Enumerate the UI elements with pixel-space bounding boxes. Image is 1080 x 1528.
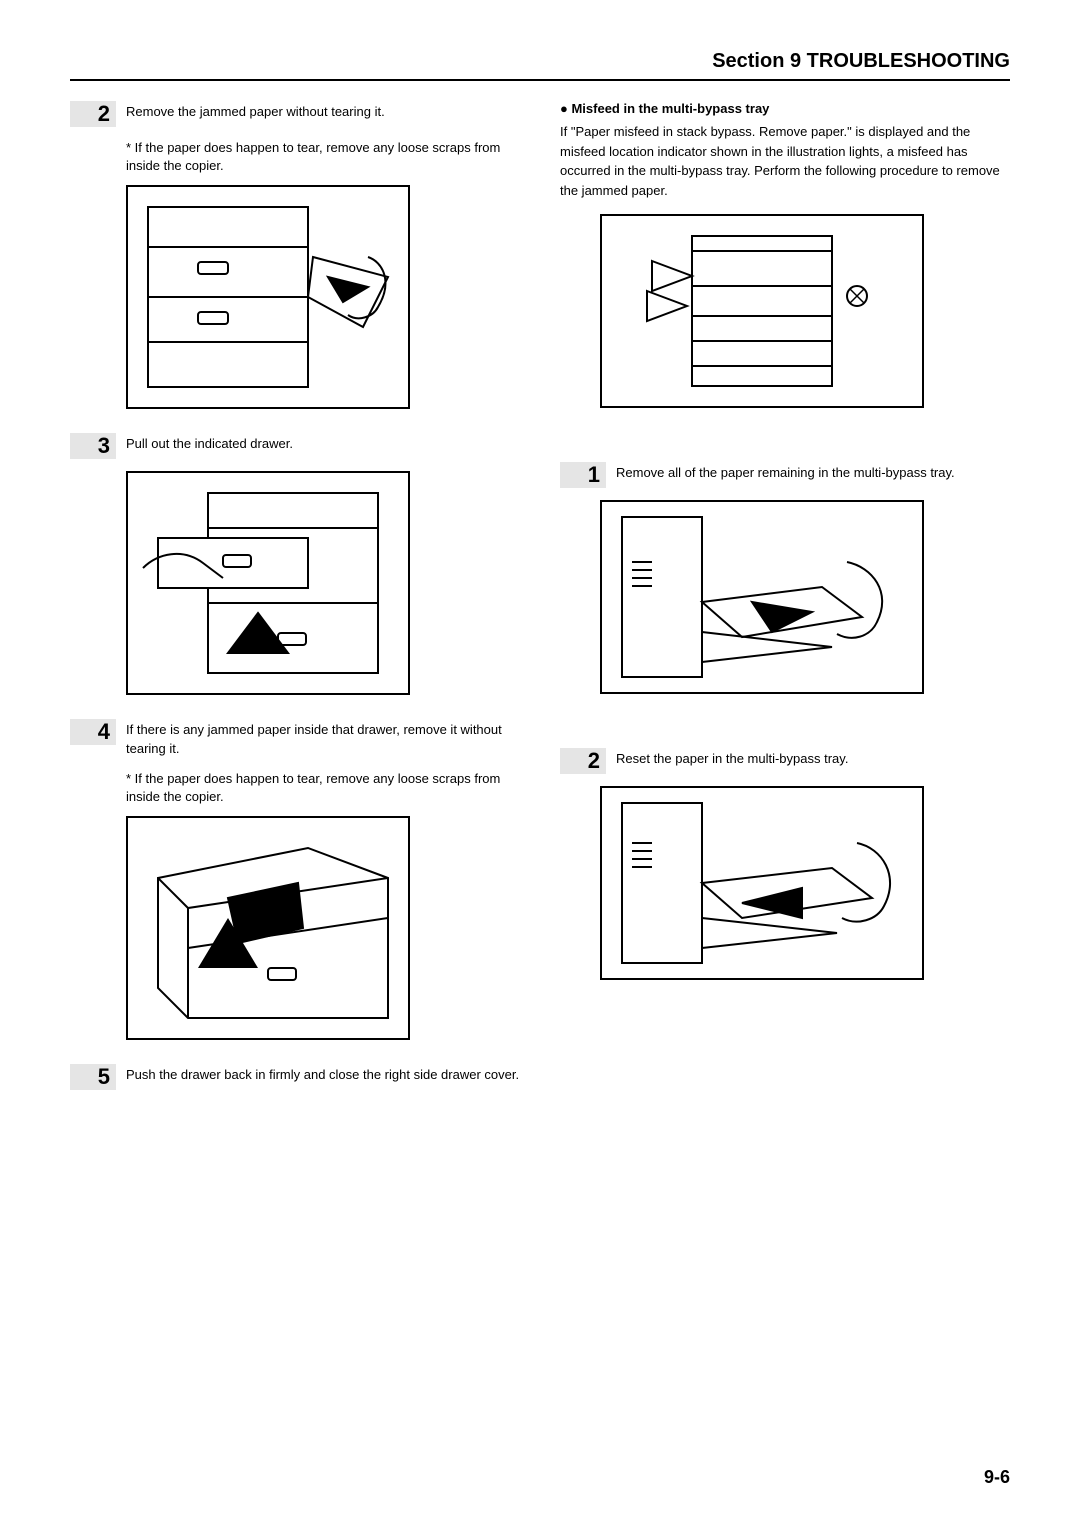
step-2: 2 Remove the jammed paper without tearin… xyxy=(70,101,520,127)
page-number: 9-6 xyxy=(984,1467,1010,1488)
step-number: 4 xyxy=(70,719,116,745)
right-step-1: 1 Remove all of the paper remaining in t… xyxy=(560,462,1010,488)
right-step-2: 2 Reset the paper in the multi-bypass tr… xyxy=(560,748,1010,774)
copier-diagram-icon xyxy=(128,187,408,407)
step-text: Remove all of the paper remaining in the… xyxy=(616,462,955,482)
step-2-note: * If the paper does happen to tear, remo… xyxy=(126,139,520,175)
right-column: Misfeed in the multi-bypass tray If "Pap… xyxy=(560,101,1010,1102)
step-number: 1 xyxy=(560,462,606,488)
left-column: 2 Remove the jammed paper without tearin… xyxy=(70,101,520,1102)
step-text: If there is any jammed paper inside that… xyxy=(126,719,520,757)
step-text: Pull out the indicated drawer. xyxy=(126,433,293,453)
illustration-step3 xyxy=(126,471,410,695)
page: Section 9 TROUBLESHOOTING 2 Remove the j… xyxy=(0,0,1080,1528)
step-number: 2 xyxy=(70,101,116,127)
bypass-reset-diagram-icon xyxy=(602,788,922,978)
step-text: Reset the paper in the multi-bypass tray… xyxy=(616,748,848,768)
section-header: Section 9 TROUBLESHOOTING xyxy=(70,50,1010,81)
step-number: 2 xyxy=(560,748,606,774)
copier-drawer-diagram-icon xyxy=(128,473,408,693)
step-4: 4 If there is any jammed paper inside th… xyxy=(70,719,520,757)
step-3: 3 Pull out the indicated drawer. xyxy=(70,433,520,459)
step-number: 3 xyxy=(70,433,116,459)
illustration-reset-paper xyxy=(600,786,924,980)
step-number: 5 xyxy=(70,1064,116,1090)
copier-location-diagram-icon xyxy=(602,216,922,406)
step-4-note: * If the paper does happen to tear, remo… xyxy=(126,770,520,806)
bypass-remove-diagram-icon xyxy=(602,502,922,692)
step-text: Push the drawer back in firmly and close… xyxy=(126,1064,519,1084)
misfeed-heading: Misfeed in the multi-bypass tray xyxy=(560,101,1010,116)
copier-jam-diagram-icon xyxy=(128,818,408,1038)
content-columns: 2 Remove the jammed paper without tearin… xyxy=(70,101,1010,1102)
misfeed-intro: If "Paper misfeed in stack bypass. Remov… xyxy=(560,122,1010,200)
step-text: Remove the jammed paper without tearing … xyxy=(126,101,385,121)
illustration-step2 xyxy=(126,185,410,409)
illustration-step4 xyxy=(126,816,410,1040)
step-5: 5 Push the drawer back in firmly and clo… xyxy=(70,1064,520,1090)
illustration-remove-paper xyxy=(600,500,924,694)
illustration-misfeed-location xyxy=(600,214,924,408)
